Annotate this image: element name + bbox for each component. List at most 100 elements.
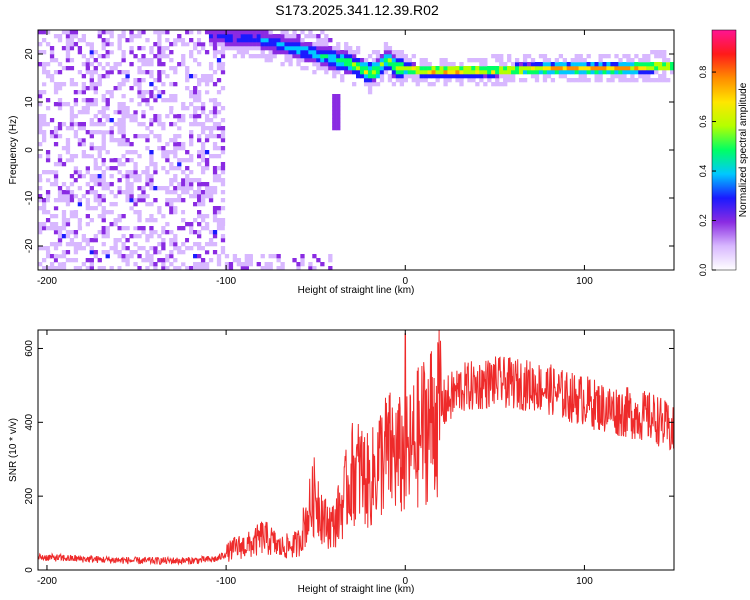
spectrogram-cell <box>332 98 337 103</box>
spectrogram-cell <box>483 74 488 79</box>
spectrogram-cell <box>276 258 281 263</box>
spectrogram-cell <box>113 138 118 143</box>
spectrogram-cell <box>379 66 385 71</box>
spectrogram-cell <box>308 34 313 39</box>
spectrogram-cell <box>73 122 79 127</box>
spectrogram-cell <box>308 142 313 147</box>
spectrogram-cell <box>61 102 67 107</box>
spectrogram-cell <box>475 82 480 87</box>
spectrogram-cell <box>220 42 226 47</box>
spectrogram-cell <box>73 106 79 111</box>
spectrogram-cell <box>169 198 174 203</box>
spectrogram-cell <box>348 62 353 67</box>
spectrogram-cell <box>193 230 198 235</box>
spectrogram-cell <box>264 46 269 51</box>
spectrogram-cell <box>296 262 301 267</box>
spectrogram-cell <box>332 110 337 115</box>
spectrogram-cell <box>69 162 75 167</box>
spectrogram-cell <box>121 190 126 195</box>
spectrogram-cell <box>133 250 138 255</box>
spectrogram-cell <box>149 106 154 111</box>
spectrogram-cell <box>236 46 242 51</box>
spectrogram-cell <box>85 242 90 247</box>
spectrogram-cell <box>45 174 51 179</box>
spectrogram-cell <box>256 54 261 59</box>
spectrogram-cell <box>149 82 154 87</box>
spectrogram-cell <box>177 142 182 147</box>
spectrogram-cell <box>328 266 333 271</box>
spectrogram-cell <box>204 30 210 35</box>
spectrogram-cell <box>89 110 94 115</box>
spectrogram-cell <box>153 230 158 235</box>
spectrogram-cell <box>534 78 540 83</box>
spectrogram-cell <box>204 78 210 83</box>
spectrogram-cell <box>439 58 444 63</box>
spectrogram-cell <box>117 106 122 111</box>
spectrogram-cell <box>204 90 210 95</box>
spectrogram-cell <box>137 198 142 203</box>
spectrogram-cell <box>471 66 476 71</box>
spectrogram-cell <box>137 178 142 183</box>
spectrogram-cell <box>125 170 130 175</box>
spectrogram-cell <box>157 206 162 211</box>
spectrogram-cell <box>204 126 210 131</box>
spectrogram-cell <box>49 46 55 51</box>
spectrogram-cell <box>622 62 627 67</box>
spectrogram-cell <box>181 250 186 255</box>
spectrogram-y-tick-label: 0 <box>24 147 35 153</box>
spectrogram-cell <box>208 110 214 115</box>
spectrogram-cell <box>387 50 393 55</box>
spectrogram-cell <box>268 34 273 39</box>
spectrogram-cell <box>125 138 130 143</box>
spectrogram-x-tick-label: 100 <box>576 276 593 287</box>
spectrogram-cell <box>161 186 166 191</box>
spectrogram-cell <box>125 178 130 183</box>
spectrogram-cell <box>173 142 178 147</box>
spectrogram-cell <box>45 154 51 159</box>
spectrogram-cell <box>336 94 341 99</box>
spectrogram-cell <box>518 78 524 83</box>
spectrogram-cell <box>200 150 206 155</box>
spectrogram-cell <box>69 154 75 159</box>
spectrogram-cell <box>618 66 623 71</box>
spectrogram-cell <box>220 126 226 131</box>
spectrogram-cell <box>45 190 51 195</box>
spectrogram-cell <box>216 258 222 263</box>
spectrogram-cell <box>308 214 313 219</box>
spectrogram-cell <box>391 58 397 63</box>
spectrogram-cell <box>399 66 405 71</box>
spectrogram-cell <box>332 126 337 131</box>
spectrogram-cell <box>650 78 655 83</box>
spectrogram-cell <box>312 70 317 75</box>
spectrogram-cell <box>634 62 639 67</box>
spectrogram-cell <box>288 202 293 207</box>
spectrogram-cell <box>113 218 118 223</box>
spectrogram-cell <box>240 62 245 67</box>
spectrogram-cell <box>204 250 210 255</box>
spectrogram-cell <box>157 146 162 151</box>
spectrogram-cell <box>526 70 532 75</box>
spectrogram-cell <box>204 186 210 191</box>
spectrogram-cell <box>109 30 114 35</box>
spectrogram-cell <box>153 86 158 91</box>
spectrogram-cell <box>181 102 186 107</box>
spectrogram-cell <box>117 82 122 87</box>
spectrogram-cell <box>89 134 94 139</box>
spectrogram-cell <box>244 242 249 247</box>
spectrogram-cell <box>272 70 277 75</box>
spectrogram-cell <box>53 214 59 219</box>
spectrogram-cell <box>189 134 194 139</box>
spectrogram-cell <box>550 66 556 71</box>
spectrogram-cell <box>141 62 146 67</box>
spectrogram-cell <box>129 38 134 43</box>
spectrogram-cell <box>610 70 615 75</box>
spectrogram-cell <box>97 74 102 79</box>
spectrogram-cell <box>117 110 122 115</box>
spectrogram-cell <box>173 134 178 139</box>
spectrogram-cell <box>320 54 325 59</box>
spectrogram-cell <box>197 262 202 267</box>
spectrogram-cell <box>181 186 186 191</box>
spectrogram-cell <box>165 202 170 207</box>
spectrogram-cell <box>133 222 138 227</box>
